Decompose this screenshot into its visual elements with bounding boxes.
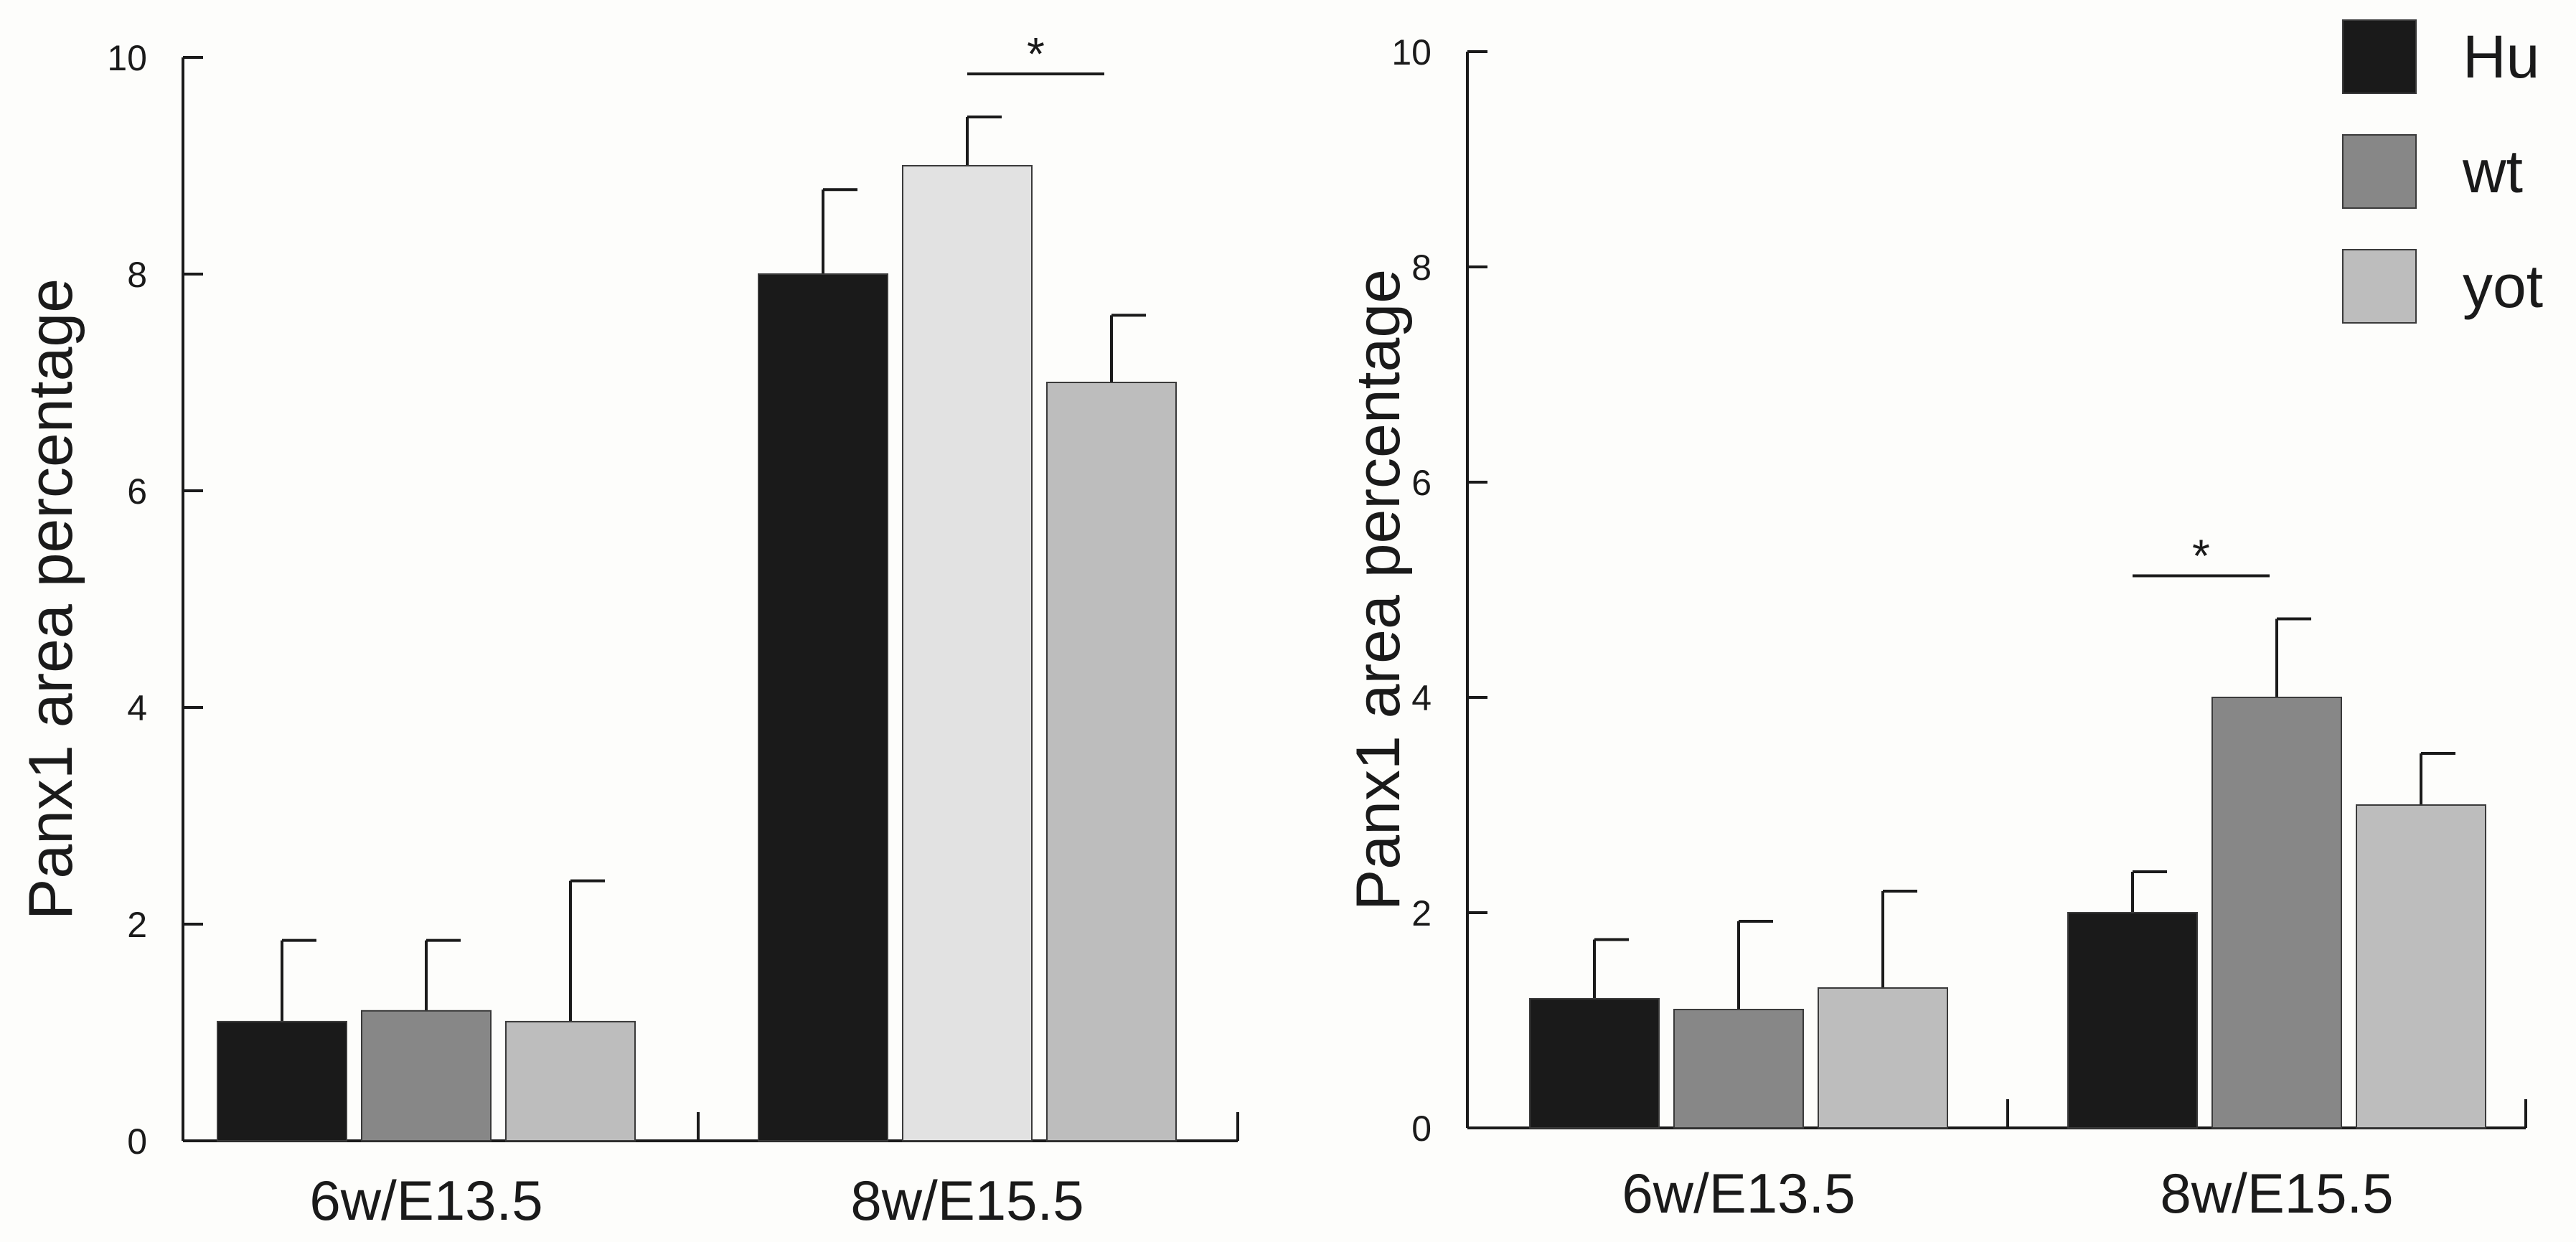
legend-label: Hu	[2463, 23, 2539, 90]
bar-wt-0	[361, 1010, 492, 1142]
y-tick-label: 6	[1411, 463, 1432, 503]
category-label: 8w/E15.5	[850, 1169, 1083, 1232]
legend-label: yot	[2463, 253, 2543, 320]
y-tick-label: 4	[127, 688, 147, 728]
y-tick-label: 2	[1411, 893, 1432, 933]
y-tick-label: 0	[127, 1121, 147, 1162]
y-tick-label: 10	[107, 38, 147, 78]
bar-Hu-0	[217, 1020, 347, 1142]
legend-label: wt	[2462, 138, 2523, 205]
y-tick-label: 6	[127, 471, 147, 512]
bar-Hu-1	[758, 273, 888, 1142]
category-label: 6w/E13.5	[309, 1169, 542, 1232]
y-tick-label: 4	[1411, 678, 1432, 718]
y-tick-label: 0	[1411, 1109, 1432, 1149]
right-chart: 0 2 4 6 8 10 Panx1 area percentage 6w/E13.5 8w/E…	[1344, 32, 2527, 1225]
legend-swatch-wt	[2342, 134, 2417, 209]
significance-star: *	[2192, 530, 2210, 582]
y-tick-label: 8	[1411, 248, 1432, 288]
bar-yot-1	[1046, 382, 1177, 1142]
bar-wt-0	[1673, 1009, 1804, 1129]
legend-swatch-yot	[2342, 249, 2417, 324]
legend-swatch-Hu	[2342, 19, 2417, 94]
bar-yot-1	[2356, 804, 2486, 1129]
significance-star: *	[1027, 28, 1045, 80]
category-label: 6w/E13.5	[1622, 1162, 1855, 1225]
y-tick-label: 10	[1391, 32, 1432, 72]
bar-Hu-1	[2067, 912, 2198, 1129]
legend: Hu wt yot	[2342, 19, 2543, 324]
left-chart: 0 2 4 6 8 10 Panx1 area percentage 6w/E13.5 8w/E…	[17, 28, 1239, 1232]
bar-yot-0	[505, 1020, 636, 1142]
category-label: 8w/E15.5	[2160, 1162, 2393, 1225]
y-tick-label: 2	[127, 905, 147, 945]
y-axis-label: Panx1 area percentage	[17, 278, 85, 920]
bar-wt-1	[902, 165, 1033, 1142]
bar-Hu-0	[1529, 998, 1660, 1129]
y-tick-label: 8	[127, 255, 147, 295]
y-axis-label: Panx1 area percentage	[1344, 269, 1413, 911]
bar-yot-0	[1818, 987, 1948, 1129]
bar-wt-1	[2211, 697, 2342, 1129]
